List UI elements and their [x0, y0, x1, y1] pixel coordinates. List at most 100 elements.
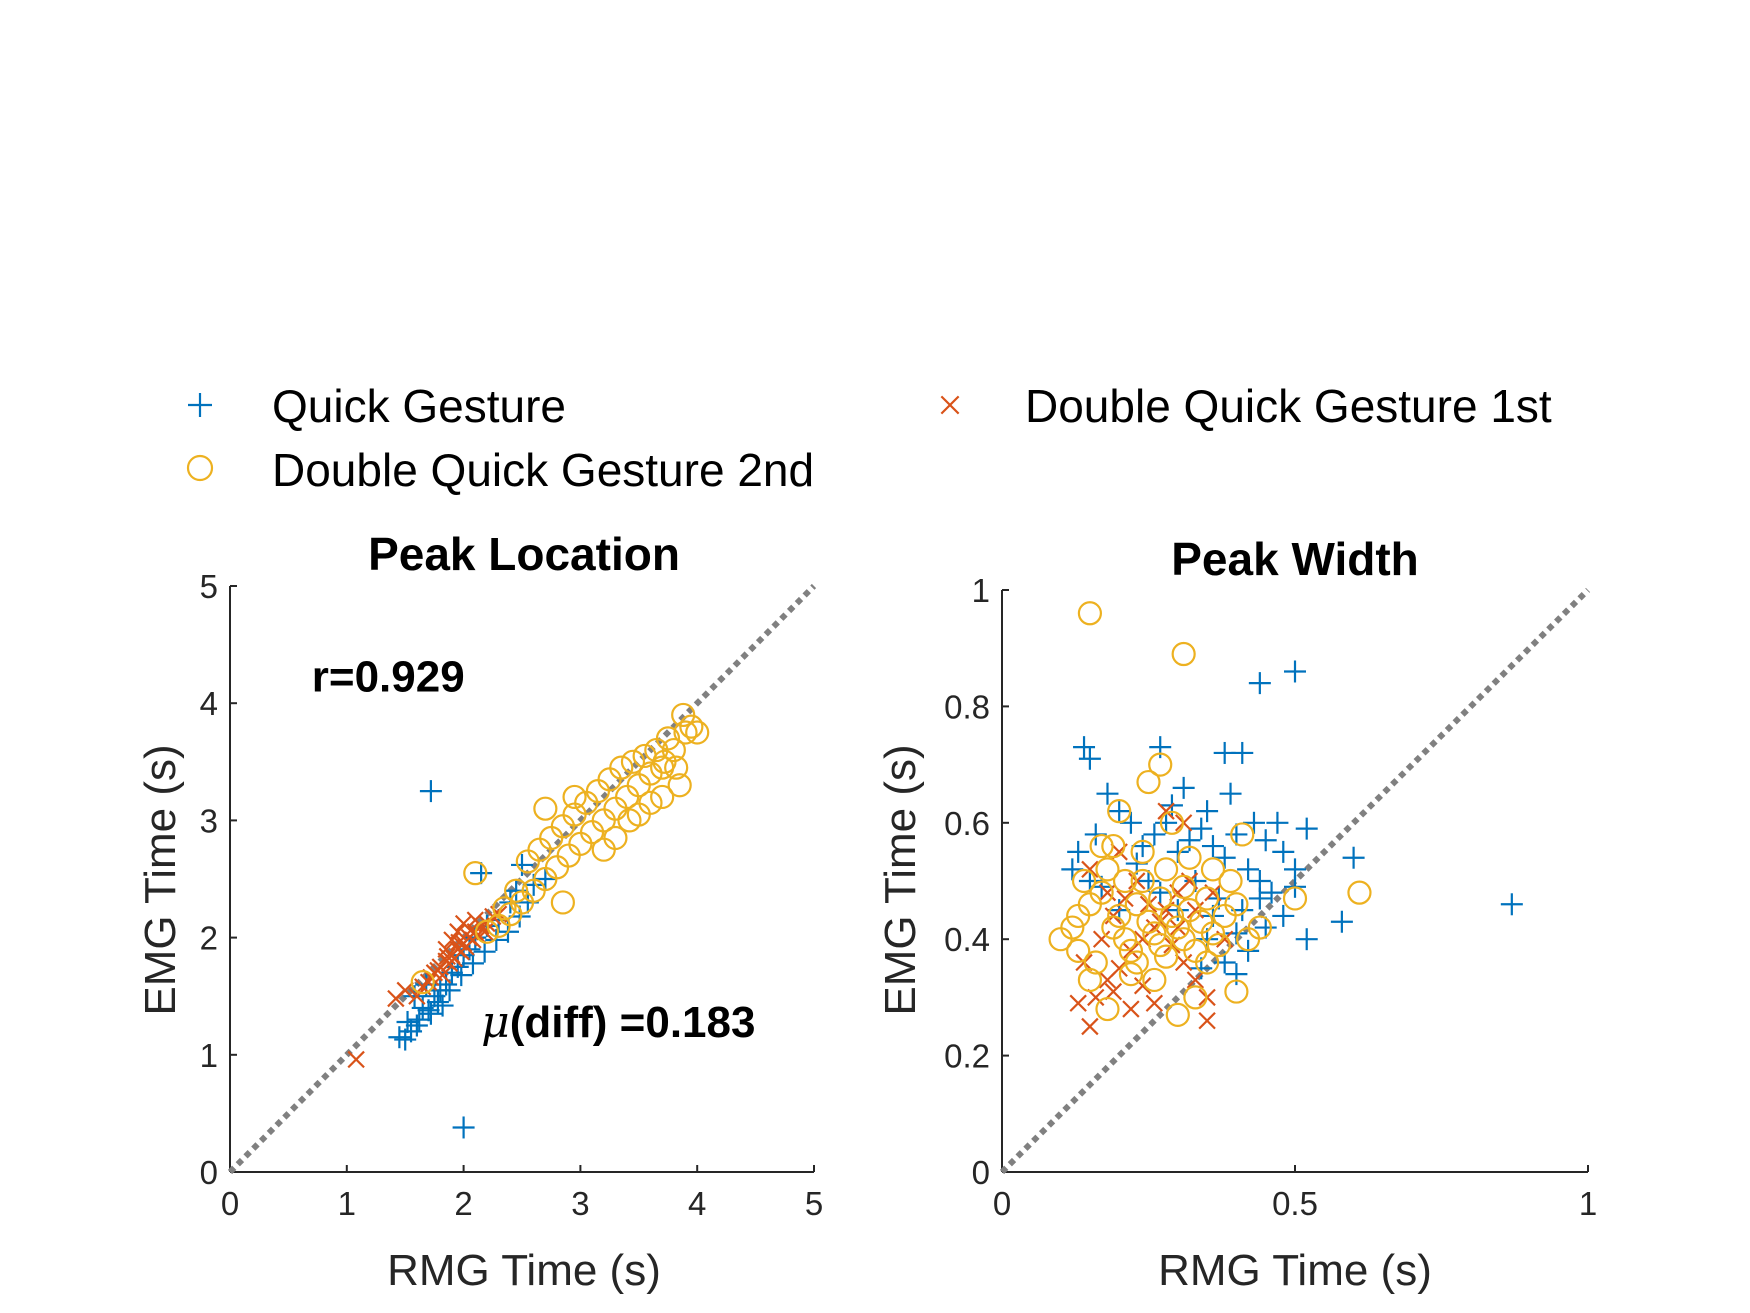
data-point: [1200, 857, 1226, 882]
data-point: [1266, 811, 1289, 834]
data-point: [1148, 886, 1173, 911]
y-tick-label: 4: [200, 685, 218, 722]
data-point: [1087, 988, 1105, 1007]
data-point: [1247, 915, 1272, 940]
x-tick-label: 4: [688, 1185, 706, 1222]
mu-symbol: μ: [481, 997, 510, 1048]
legend-x-icon: [940, 395, 960, 415]
data-point: [492, 896, 517, 921]
data-point: [603, 825, 628, 851]
identity-dotted-line: [227, 583, 817, 1175]
data-point: [1157, 802, 1175, 820]
x-tick-label: 1: [1579, 1185, 1597, 1222]
y-tick-label: 0.4: [944, 921, 990, 958]
data-point: [1060, 915, 1085, 940]
data-point: [1190, 817, 1213, 840]
data-point: [1284, 660, 1306, 683]
data-point: [1124, 950, 1149, 975]
data-point: [1254, 829, 1277, 852]
peak-location-title: Peak Location: [368, 528, 680, 580]
data-point: [1096, 782, 1119, 805]
data-point: [1081, 860, 1099, 879]
data-point: [1107, 799, 1132, 824]
peak-width-x-axis: 0 0.5 1: [993, 1165, 1597, 1222]
x-tick-label: 5: [805, 1185, 823, 1222]
data-point: [437, 940, 455, 959]
data-point: [1073, 736, 1096, 759]
data-point: [454, 914, 473, 933]
data-point: [1077, 967, 1103, 993]
data-point: [1101, 833, 1126, 859]
data-point: [450, 964, 473, 987]
data-point: [470, 862, 493, 885]
data-point: [426, 991, 449, 1014]
y-tick-label: 0: [200, 1154, 218, 1191]
x-tick-label: 1: [338, 1185, 356, 1222]
data-point: [1295, 928, 1318, 951]
legend-label-double-quick-gesture-1st: Double Quick Gesture 1st: [1025, 380, 1552, 432]
data-point: [1194, 950, 1220, 975]
data-point: [408, 1008, 431, 1031]
data-point: [1067, 840, 1090, 863]
data-point: [1081, 1017, 1099, 1036]
data-point: [1098, 883, 1117, 902]
data-point: [679, 714, 704, 739]
data-point: [1136, 909, 1161, 934]
data-point: [1231, 741, 1254, 764]
data-point: [443, 931, 461, 949]
data-point: [1116, 889, 1134, 908]
data-point: [1077, 601, 1103, 626]
data-point: [1095, 996, 1120, 1022]
y-tick-label: 0.8: [944, 688, 990, 725]
data-point: [1069, 994, 1087, 1012]
legend-marker-double-quick-gesture-2nd: [186, 454, 214, 482]
x-tick-label: 0.5: [1272, 1185, 1318, 1222]
x-tick-label: 0: [993, 1185, 1011, 1222]
data-point: [1171, 874, 1196, 899]
y-tick-label: 1: [972, 572, 990, 609]
data-point: [1110, 959, 1128, 977]
data-point: [667, 773, 692, 798]
data-point: [474, 919, 500, 944]
data-point: [1130, 868, 1155, 894]
peak-location-y-axis-label: EMG Time (s): [136, 744, 185, 1015]
peak-width-x-axis-label: RMG Time (s): [1158, 1246, 1432, 1295]
x-tick-label: 3: [571, 1185, 589, 1222]
data-point: [1282, 886, 1308, 911]
peak-location-chart: Peak Location 0 1 2 3 4 5 0 1 2 3 4 5 RMG Time (s)…: [136, 528, 823, 1295]
legend-label-quick-gesture: Quick Gesture: [272, 380, 566, 432]
y-tick-label: 1: [200, 1037, 218, 1074]
data-point: [1174, 953, 1193, 972]
data-point: [1172, 776, 1195, 799]
data-point: [1171, 641, 1196, 667]
data-point: [534, 868, 557, 890]
data-point: [1200, 921, 1226, 946]
data-point: [400, 1020, 423, 1043]
data-point: [504, 878, 529, 903]
data-point: [449, 923, 467, 941]
data-point: [1118, 938, 1144, 963]
data-point: [638, 761, 663, 786]
data-point: [396, 981, 414, 1000]
data-point: [1092, 930, 1111, 948]
data-point: [1145, 994, 1164, 1012]
data-point: [1272, 840, 1295, 863]
data-point: [550, 890, 575, 915]
data-point: [1330, 910, 1353, 933]
data-point: [1500, 893, 1523, 916]
data-point: [1118, 962, 1144, 987]
data-point: [1137, 870, 1160, 892]
data-point: [485, 928, 508, 951]
data-point: [673, 720, 698, 745]
data-point: [1089, 880, 1114, 905]
data-point: [473, 940, 496, 963]
data-point: [1237, 858, 1260, 881]
x-tick-label: 0: [221, 1185, 239, 1222]
data-point: [655, 726, 681, 751]
data-point: [1124, 892, 1149, 917]
data-point: [1196, 800, 1219, 823]
peak-location-reference-line: [227, 583, 817, 1175]
peak-location-r-annotation: r=0.929: [312, 652, 465, 701]
data-point: [1112, 868, 1138, 894]
y-tick-label: 0.2: [944, 1038, 990, 1075]
